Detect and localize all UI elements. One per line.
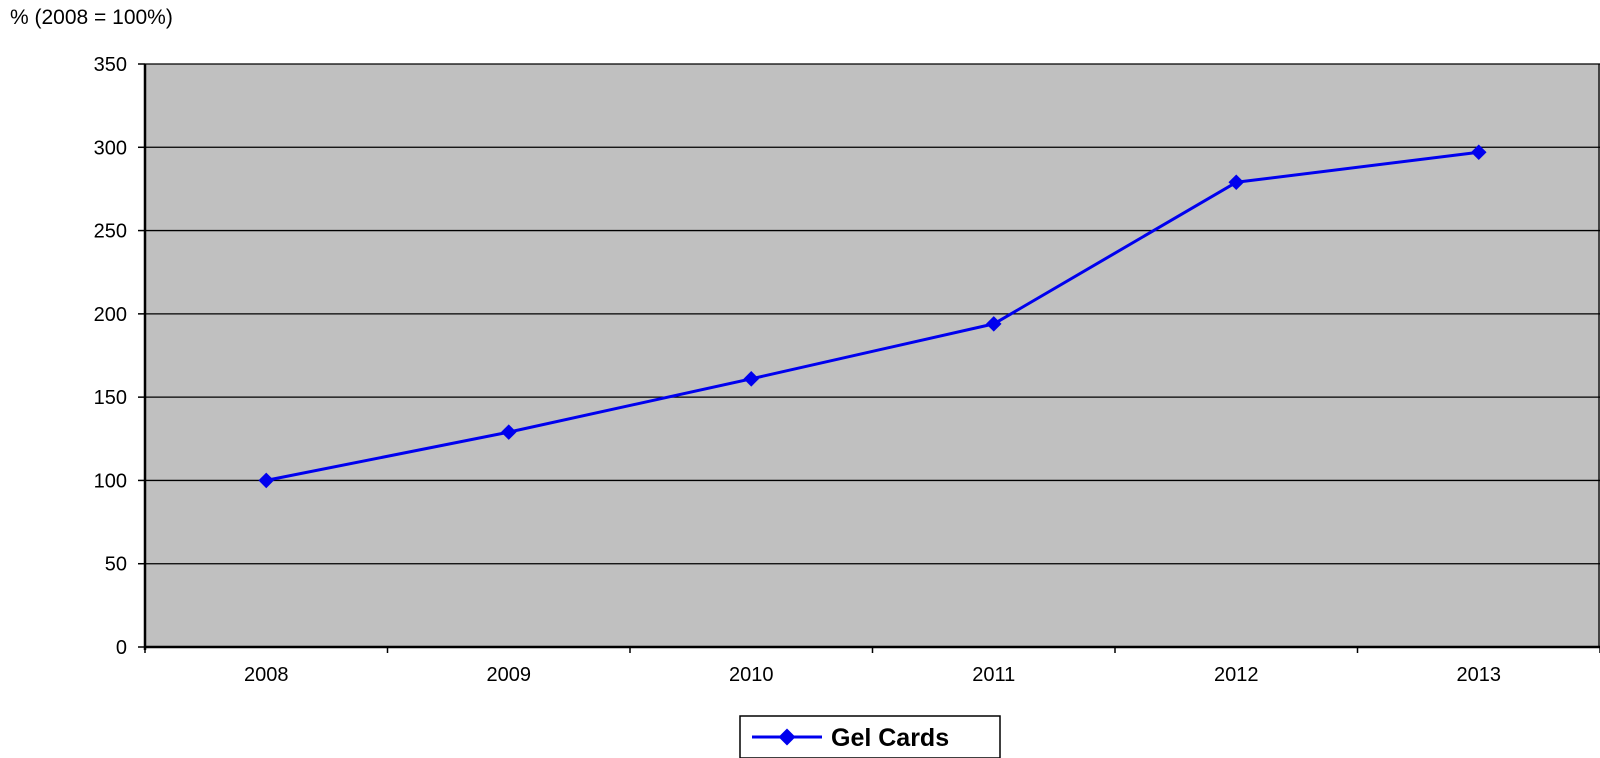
x-tick-label-2012: 2012 [1214,664,1259,686]
y-tick-label-300: 300 [94,137,127,159]
legend: Gel Cards [739,715,1001,758]
x-tick-labels: 2008 2009 2010 2011 2012 2013 [244,664,1501,686]
y-axis-label: % (2008 = 100%) [10,6,173,29]
y-tick-label-0: 0 [116,637,127,659]
gridlines [145,63,1600,565]
y-tick-label-150: 150 [94,387,127,409]
plot-area [145,64,1600,647]
y-tick-labels: 0 50 100 150 200 250 300 350 [94,54,127,659]
axes [138,63,1600,653]
y-tick-label-50: 50 [105,554,127,576]
y-tick-label-200: 200 [94,304,127,326]
data-point-2013 [1470,144,1487,161]
legend-entry-gel-cards: Gel Cards [831,724,949,752]
data-point-2012 [1228,174,1245,191]
x-tick-label-2008: 2008 [244,664,289,686]
x-tick-label-2009: 2009 [487,664,532,686]
y-tick-label-100: 100 [94,470,127,492]
x-tick-label-2013: 2013 [1457,664,1502,686]
y-tick-label-250: 250 [94,221,127,243]
series-line-0 [266,150,1479,482]
legend-marker-sample [778,728,796,746]
x-tick-label-2010: 2010 [729,664,774,686]
x-tick-label-2011: 2011 [972,664,1015,686]
y-tick-label-350: 350 [94,54,127,76]
